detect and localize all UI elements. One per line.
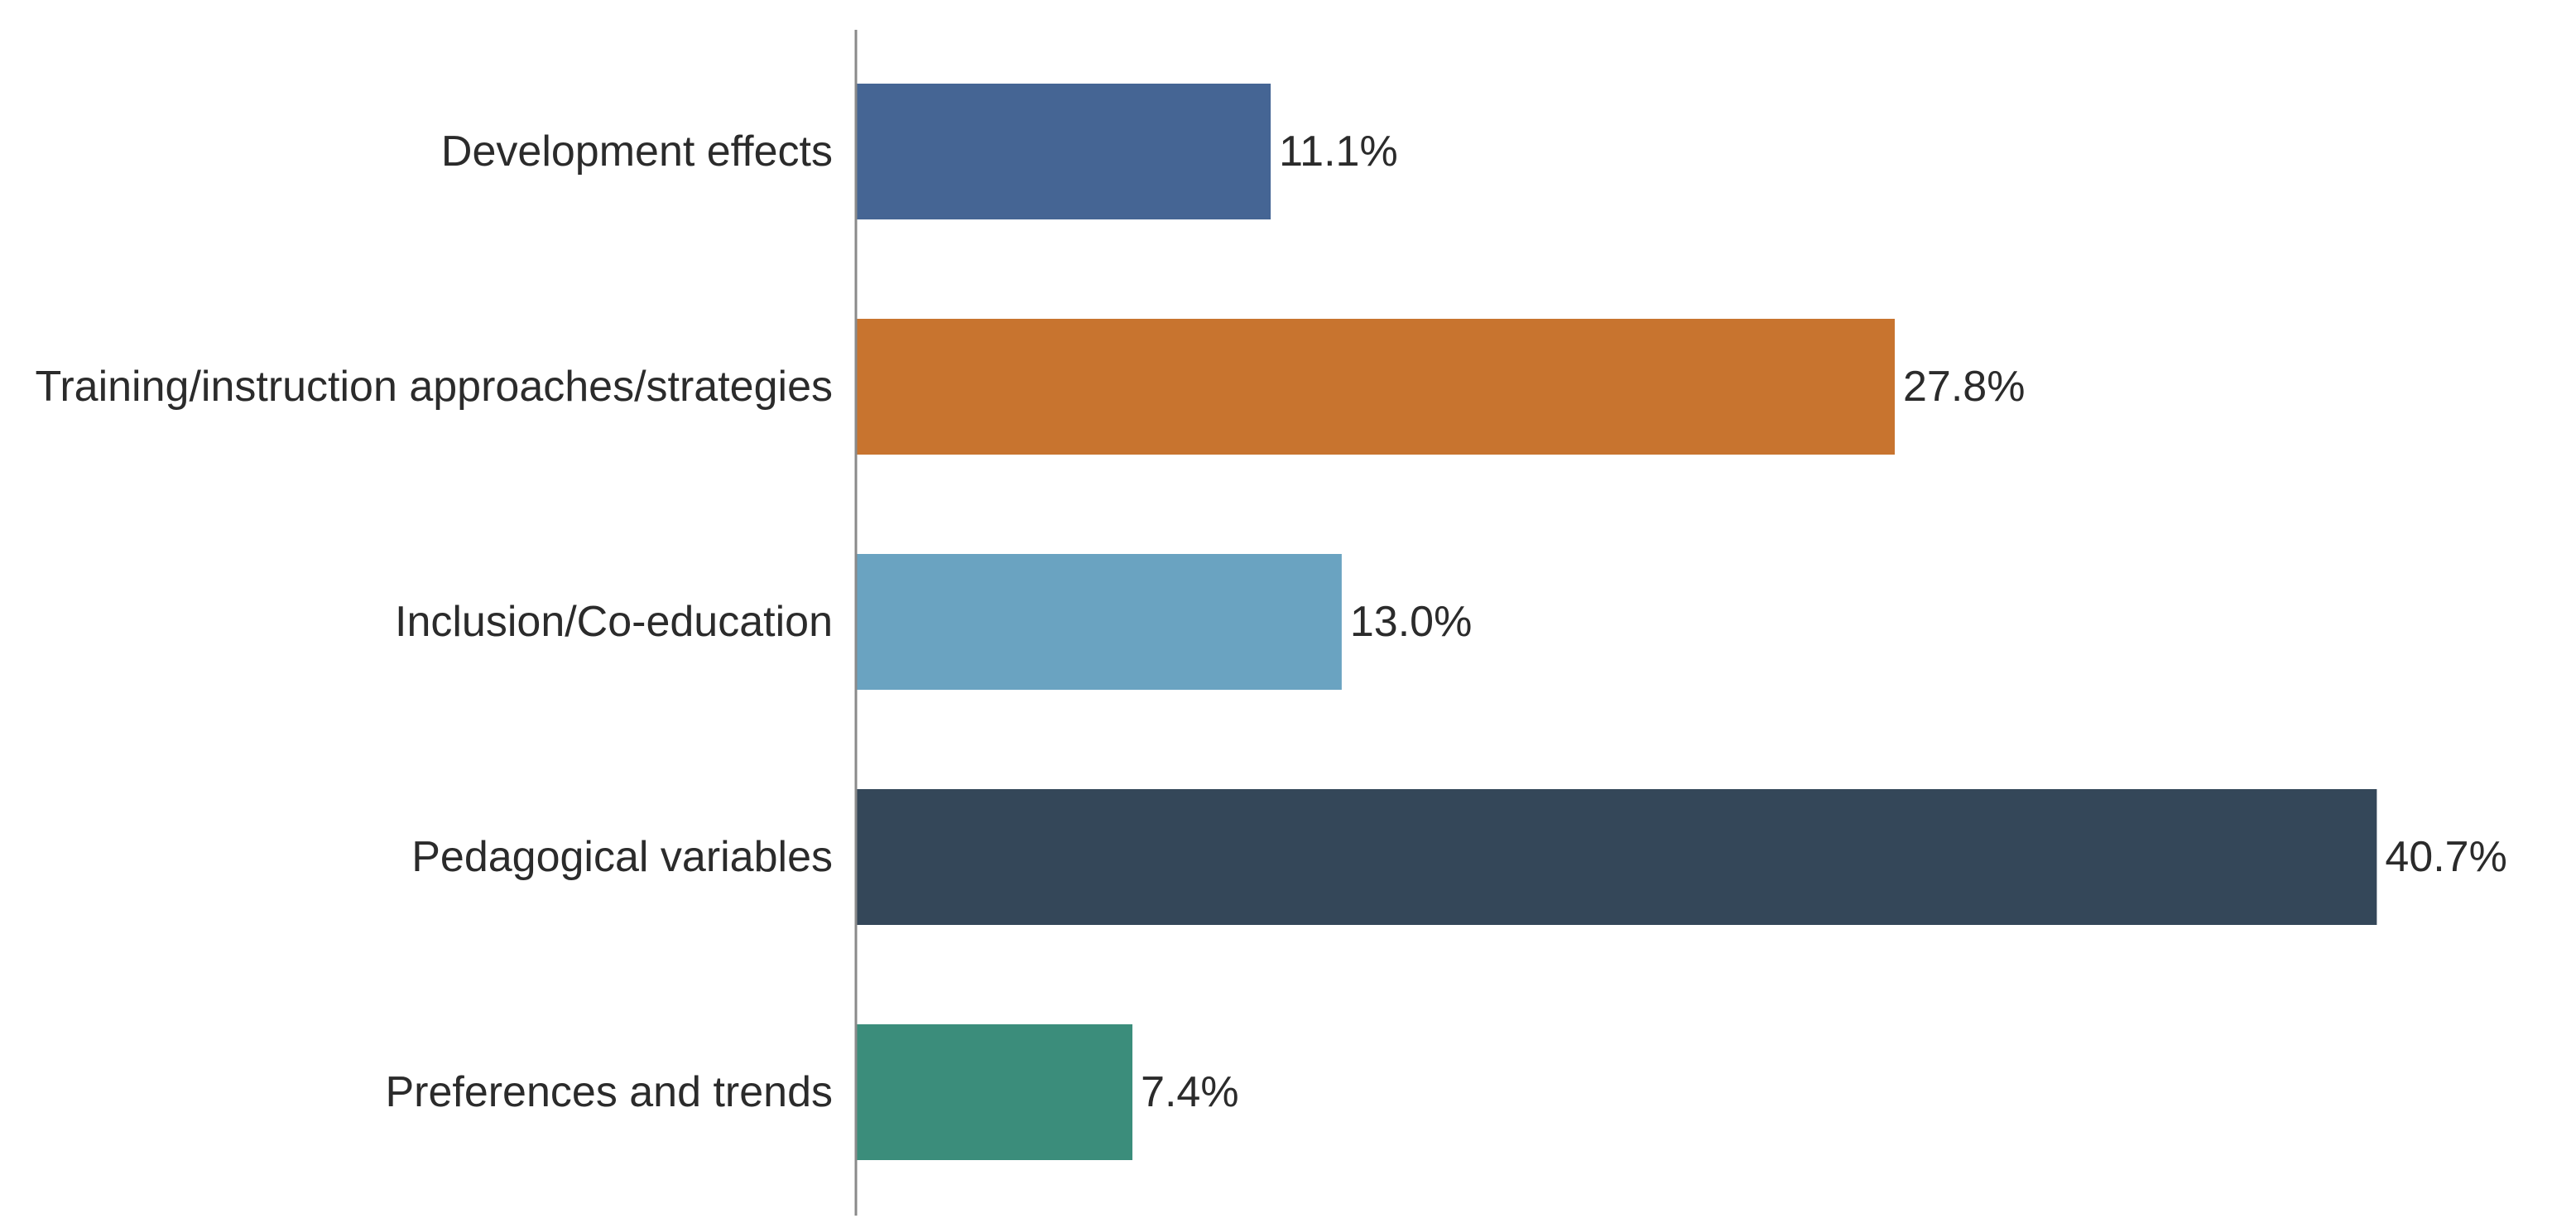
category-label: Training/instruction approaches/strategi… bbox=[36, 363, 833, 411]
value-label: 27.8% bbox=[1903, 363, 2025, 411]
value-label: 40.7% bbox=[2385, 833, 2506, 881]
bar bbox=[856, 319, 1896, 455]
category-label: Development effects bbox=[441, 128, 833, 176]
category-label: Inclusion/Co-education bbox=[395, 598, 833, 646]
value-label: 7.4% bbox=[1141, 1068, 1239, 1116]
bar bbox=[856, 789, 2377, 925]
value-label: 13.0% bbox=[1350, 598, 1472, 646]
category-label: Preferences and trends bbox=[385, 1068, 833, 1116]
bars-layer bbox=[856, 84, 2377, 1160]
category-label: Pedagogical variables bbox=[411, 833, 833, 881]
bar bbox=[856, 1024, 1133, 1160]
value-label: 11.1% bbox=[1279, 128, 1398, 176]
bar bbox=[856, 84, 1271, 219]
bar bbox=[856, 554, 1342, 690]
labels-layer: Development effects 11.1% Training/instruc… bbox=[36, 128, 2507, 1116]
